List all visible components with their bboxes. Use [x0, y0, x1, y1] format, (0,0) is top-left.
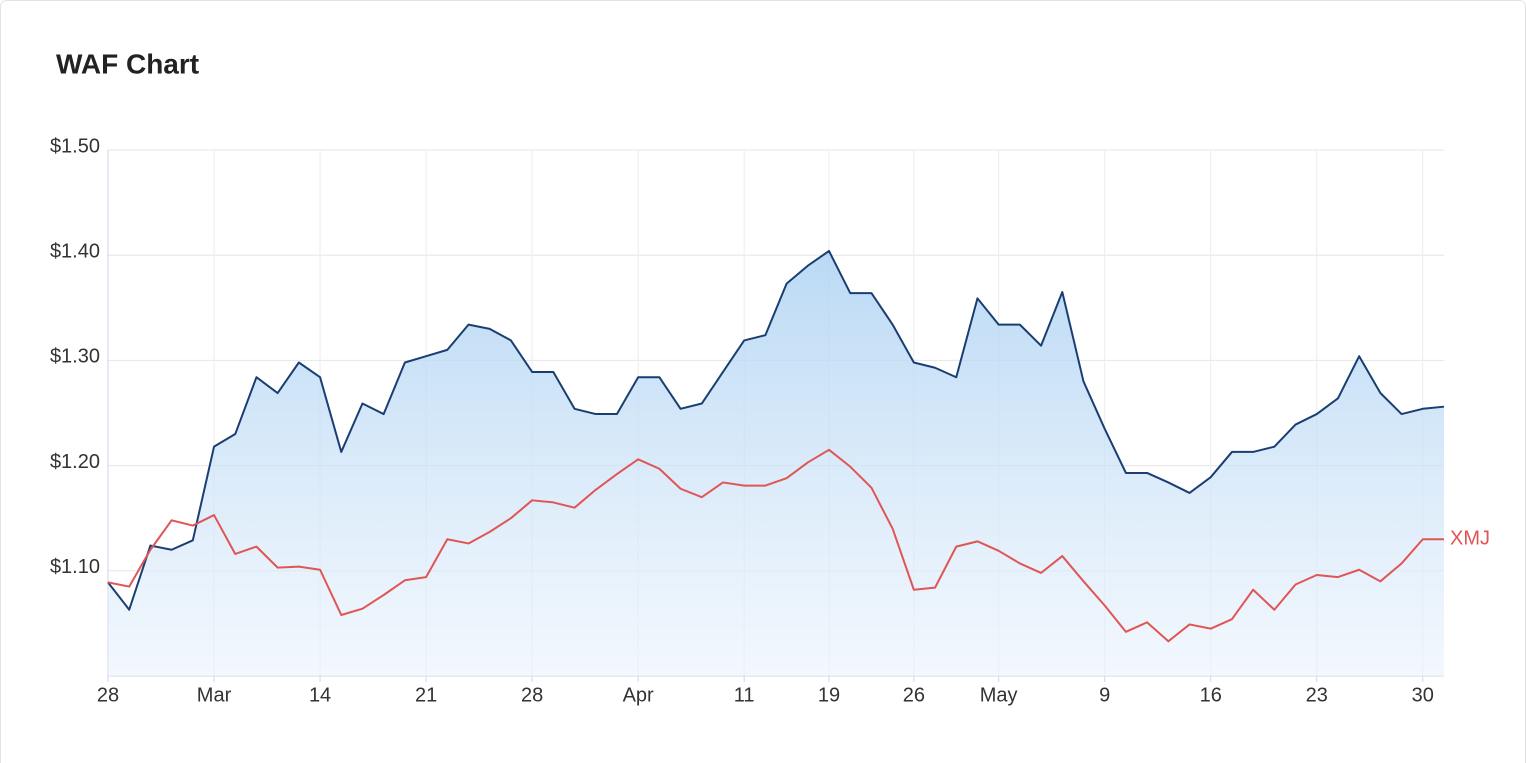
x-tick-label: 11	[734, 684, 755, 706]
series-label: XMJ	[1450, 528, 1490, 550]
y-tick-label: $1.40	[50, 240, 100, 262]
line	[107, 448, 1444, 643]
y-tick-label: $1.10	[50, 556, 100, 578]
x-tick-label: 30	[1412, 684, 1434, 706]
area	[108, 250, 1444, 676]
chart-title: WAF Chart	[56, 48, 199, 79]
line	[107, 249, 1445, 611]
x-tick-label: Apr	[623, 684, 654, 706]
x-tick-label: 16	[1200, 684, 1222, 706]
x-tick-label: 23	[1306, 684, 1328, 706]
x-tick-label: 19	[818, 684, 840, 706]
x-tick-label: Mar	[197, 684, 232, 706]
x-tick-label: 14	[309, 684, 331, 706]
x-tick-label: 26	[903, 684, 925, 706]
y-tick-label: $1.20	[50, 451, 100, 473]
x-tick-label: 28	[521, 684, 543, 706]
x-tick-label: 21	[415, 684, 437, 706]
x-tick-label: 28	[97, 684, 119, 706]
y-tick-label: $1.30	[50, 346, 100, 368]
x-tick-label: May	[980, 684, 1018, 706]
x-tick-label: 9	[1099, 684, 1110, 706]
y-tick-label: $1.50	[50, 135, 100, 157]
